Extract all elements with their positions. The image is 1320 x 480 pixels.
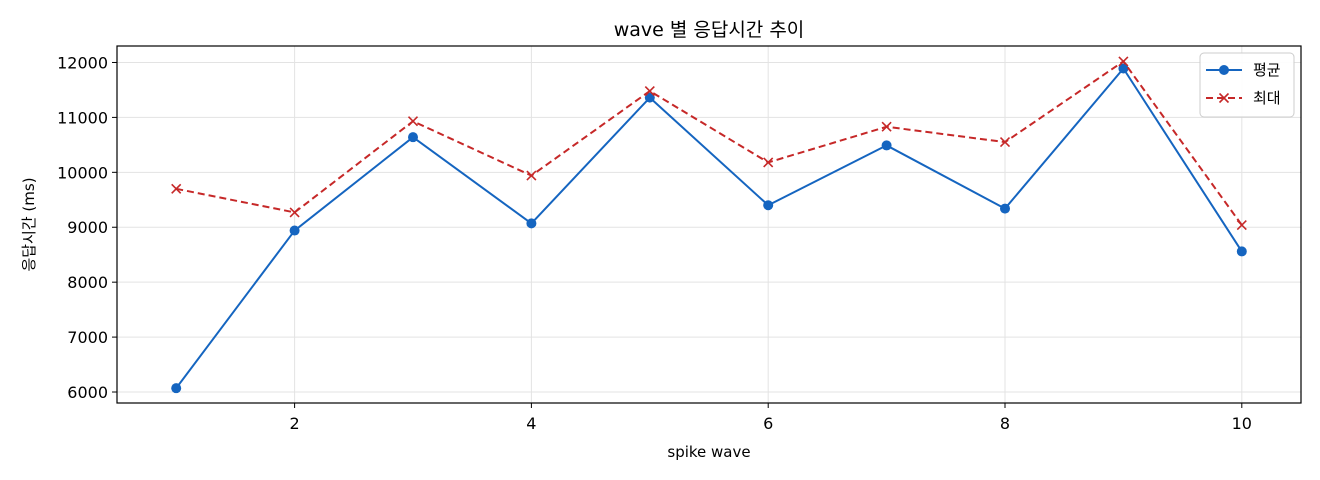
data-point <box>763 157 774 168</box>
y-axis-label: 응답시간 (ms) <box>20 177 38 271</box>
data-point <box>1000 203 1010 214</box>
series-line <box>175 67 1243 389</box>
data-point <box>644 92 655 103</box>
data-point <box>408 132 418 143</box>
data-point <box>526 218 537 229</box>
y-tick-label: 6000 <box>67 383 108 402</box>
series-line <box>176 60 1243 226</box>
legend-item: 평균 <box>1206 61 1281 79</box>
x-tick-label: 4 <box>526 414 536 433</box>
data-point <box>171 383 182 394</box>
x-tick-label: 6 <box>763 414 773 433</box>
data-point <box>407 116 419 127</box>
x-axis-label: spike wave <box>667 443 750 461</box>
y-tick-label: 10000 <box>57 163 108 182</box>
data-point <box>289 207 300 218</box>
legend-label: 평균 <box>1253 61 1281 79</box>
chart-title: wave 별 응답시간 추이 <box>614 19 805 41</box>
data-point <box>763 200 774 211</box>
x-tick-label: 2 <box>290 414 300 433</box>
legend-marker <box>1218 92 1230 104</box>
y-tick-label: 12000 <box>57 53 108 72</box>
x-tick-label: 10 <box>1232 414 1252 433</box>
series-2 <box>171 56 1247 231</box>
data-point <box>881 121 892 132</box>
data-point <box>1236 246 1247 257</box>
legend-marker <box>1219 65 1229 75</box>
x-tick-label: 8 <box>1000 414 1010 433</box>
y-tick-label: 11000 <box>57 108 108 127</box>
grid <box>117 46 1301 403</box>
data-point <box>171 183 182 194</box>
series-1 <box>171 63 1247 394</box>
y-axis-ticks: 6000 7000 8000 9000 10000 11000 12000 <box>57 53 117 402</box>
data-point <box>644 85 655 97</box>
data-point <box>526 170 537 181</box>
data-point <box>289 225 300 236</box>
data-point <box>999 137 1011 148</box>
y-tick-label: 9000 <box>67 218 108 237</box>
plot-frame <box>116 45 1302 404</box>
legend-item: 최대 <box>1206 89 1281 107</box>
data-point <box>1118 56 1129 67</box>
data-point <box>1118 63 1129 74</box>
y-tick-label: 7000 <box>67 328 108 347</box>
series-layer <box>171 56 1247 394</box>
x-axis-ticks: 2 4 6 8 10 <box>290 403 1252 433</box>
legend-label: 최대 <box>1253 89 1281 107</box>
data-point <box>881 140 892 151</box>
data-point <box>1236 219 1247 231</box>
y-tick-label: 8000 <box>67 273 108 292</box>
